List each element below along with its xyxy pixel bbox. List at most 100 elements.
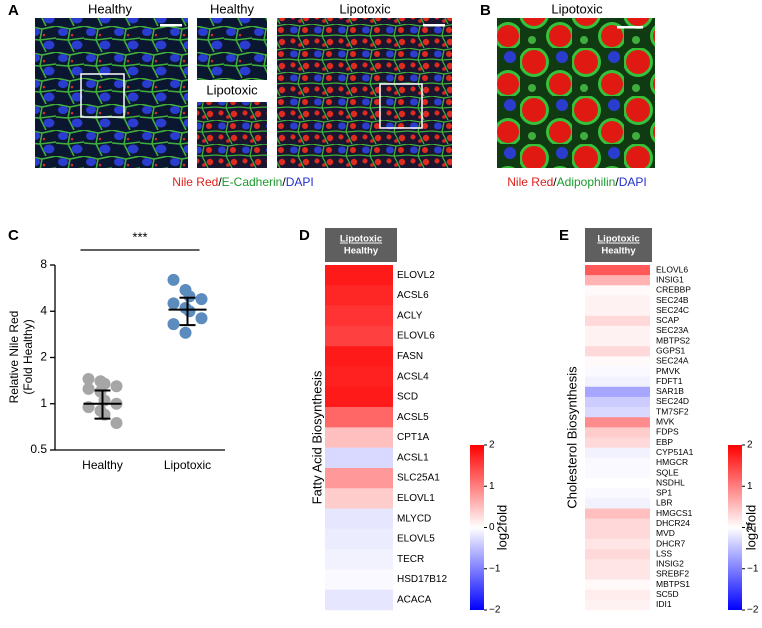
heatmap-cell [585, 488, 650, 499]
row-label: FDPS [656, 427, 679, 437]
y-tick-label: 2 [40, 350, 47, 364]
x-tick-label: Lipotoxic [164, 458, 211, 472]
caption-part: Nile Red [172, 175, 218, 189]
heatmap-cell [585, 396, 650, 408]
heatmap-cell [325, 467, 393, 489]
point [195, 312, 208, 325]
row-label: SEC24C [656, 305, 689, 315]
scale-bar [160, 24, 182, 27]
row-label: EBP [656, 437, 673, 447]
heatmap-cell [585, 599, 650, 611]
heatmap-cell [325, 325, 393, 347]
heatmap-cell [585, 579, 650, 591]
row-label: ELOVL6 [656, 264, 688, 274]
row-label: ELOVL2 [397, 270, 435, 281]
micrograph [197, 102, 267, 168]
row-label: SREBF2 [656, 569, 689, 579]
colorbar-tick-label: −1 [747, 563, 759, 574]
row-label: SLC25A1 [397, 473, 440, 484]
row-label: SEC23A [656, 325, 689, 335]
heatmap-cell [585, 356, 650, 367]
caption-part: DAPI [286, 175, 314, 189]
heatmap-cell [325, 265, 393, 286]
heatmap-cell [585, 305, 650, 317]
image-title: Lipotoxic [339, 1, 391, 16]
header-box [325, 228, 397, 262]
heatmap-cell [585, 478, 650, 489]
row-label: SC5D [656, 589, 679, 599]
header-label: Lipotoxic [340, 234, 382, 245]
row-label: ACLY [397, 310, 423, 321]
caption-part: / [218, 175, 222, 189]
row-label: DHCR7 [656, 538, 686, 548]
caption-part: E-Cadherin [222, 175, 283, 189]
heatmap-cell [585, 386, 650, 398]
heatmap-cell [585, 336, 650, 347]
heatmap-cell [585, 447, 650, 459]
y-tick-label: 1 [40, 396, 47, 410]
scale-bar [423, 24, 445, 27]
heatmap-cell [585, 346, 650, 357]
heatmap-cell [585, 407, 650, 418]
panel-label: B [480, 2, 491, 19]
row-label: ACSL5 [397, 412, 429, 423]
row-label: MVK [656, 417, 675, 427]
image-title: Healthy [210, 1, 255, 16]
point [82, 382, 95, 395]
micrograph [35, 18, 188, 168]
colorbar-tick-label: 1 [489, 481, 495, 492]
row-label: SEC24B [656, 295, 689, 305]
caption: Nile Red/Adipophilin/DAPI [507, 175, 646, 189]
y-axis-label: Cholesterol Biosynthesis [564, 366, 579, 509]
row-label: ACSL6 [397, 290, 429, 301]
micrograph [197, 18, 267, 80]
point [183, 290, 196, 303]
row-label: ELOVL1 [397, 493, 435, 504]
micrograph [497, 18, 655, 168]
heatmap-cell [585, 498, 650, 509]
heatmap-cell [325, 447, 393, 469]
row-label: FASN [397, 351, 423, 362]
row-label: MBTPS1 [656, 579, 690, 589]
heatmap-cell [585, 549, 650, 560]
heatmap-cell [325, 305, 393, 327]
row-label: LBR [656, 498, 673, 508]
heatmap-cell [585, 559, 650, 570]
header-label: Healthy [344, 246, 379, 257]
heatmap-cell [325, 366, 393, 388]
heatmap-cell [325, 528, 393, 550]
row-label: SEC24A [656, 356, 689, 366]
row-label: MVD [656, 528, 675, 538]
row-label: MLYCD [397, 513, 431, 524]
row-label: DHCR24 [656, 518, 690, 528]
row-label: CYP51A1 [656, 447, 694, 457]
y-axis-label-line: Relative Nile Red [7, 311, 21, 404]
point [167, 273, 180, 286]
row-label: HSD17B12 [397, 574, 447, 585]
image-title: Lipotoxic [551, 1, 603, 16]
colorbar [470, 445, 484, 610]
annotation: *** [132, 229, 147, 244]
heatmap-cell [585, 538, 650, 550]
colorbar-tick-label: 1 [747, 481, 753, 492]
header-label: Lipotoxic [597, 234, 639, 245]
row-label: SCD [397, 392, 418, 403]
heatmap-cell [585, 437, 650, 448]
row-label: SEC24D [656, 396, 689, 406]
row-label: MBTPS2 [656, 335, 690, 345]
heatmap-cell [585, 589, 650, 601]
colorbar-tick-label: 0 [489, 522, 495, 533]
point [110, 416, 123, 429]
row-label: TECR [397, 554, 424, 565]
heatmap-cell [585, 366, 650, 377]
heatmap-cell [325, 285, 393, 306]
row-label: CREBBP [656, 285, 691, 295]
panel-label: A [8, 2, 19, 19]
colorbar-tick-label: −2 [489, 605, 501, 616]
row-label: CPT1A [397, 432, 430, 443]
caption-part: / [615, 175, 619, 189]
row-label: INSIG2 [656, 559, 684, 569]
heatmap-cell [325, 549, 393, 570]
heatmap-cell [325, 346, 393, 367]
